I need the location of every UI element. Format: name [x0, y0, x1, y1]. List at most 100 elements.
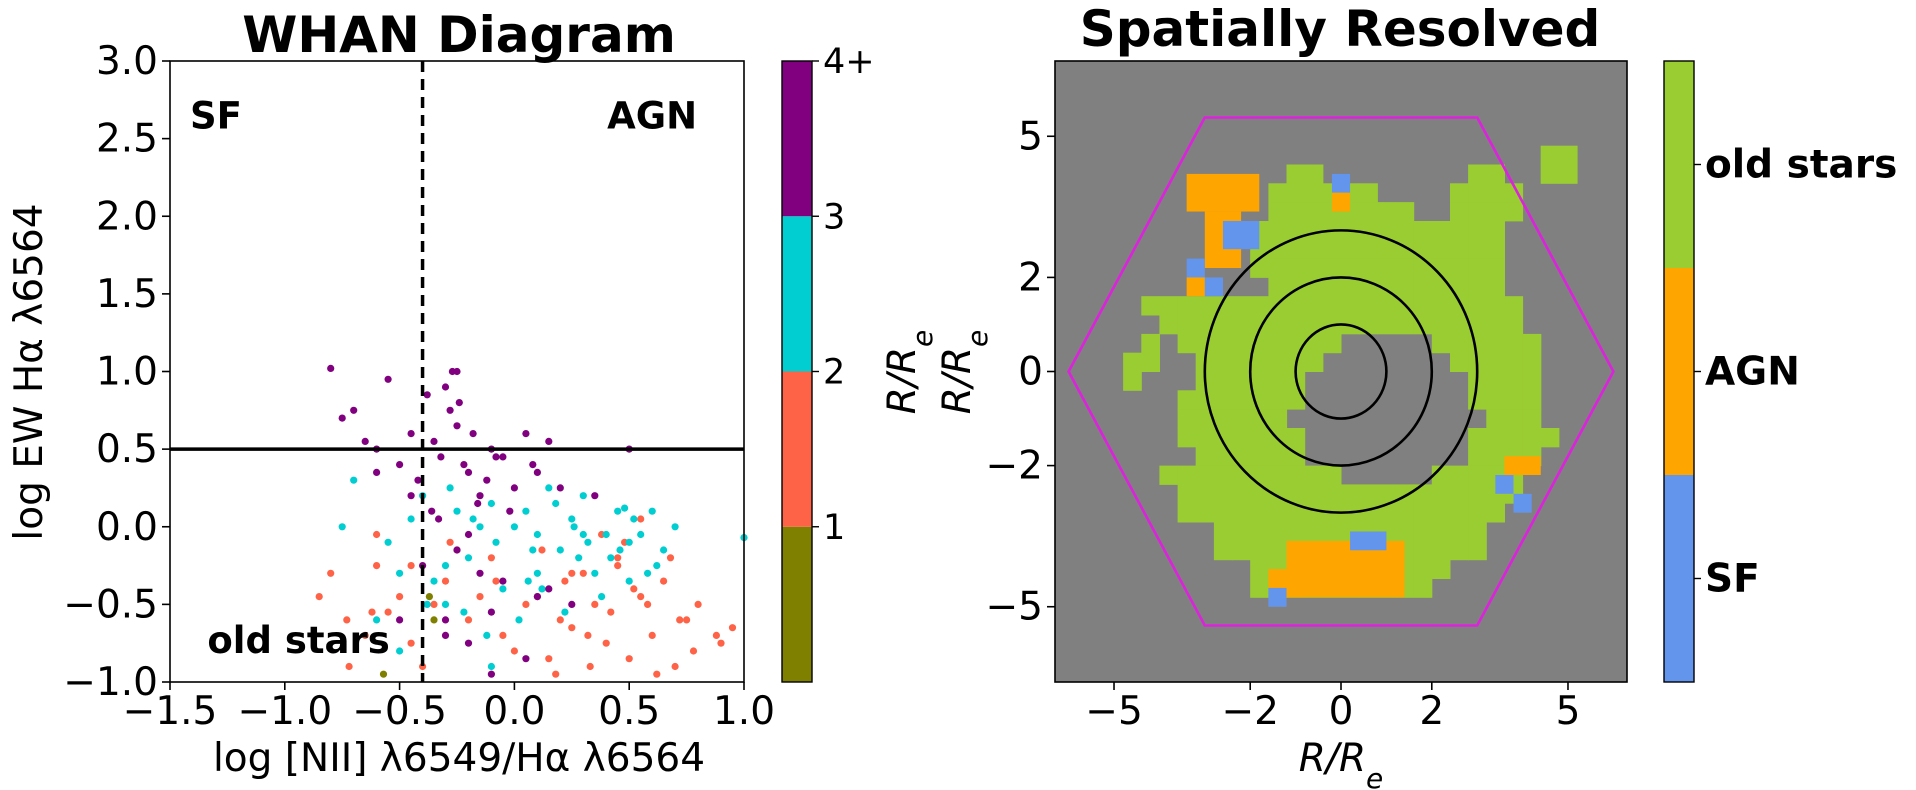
- map-cell: [1413, 503, 1433, 523]
- scatter-point: [522, 655, 530, 663]
- map-cell: [1359, 296, 1378, 316]
- map-cell: [1213, 333, 1233, 354]
- map-cell: [1213, 484, 1233, 504]
- map-cell: [1413, 239, 1433, 260]
- effective-radius-ellipse: [1203, 229, 1479, 514]
- map-cell: [1304, 484, 1324, 504]
- map-cell: [1413, 578, 1433, 598]
- map-cell: [1450, 315, 1469, 335]
- scatter-point: [499, 631, 507, 640]
- map-cell: [1486, 446, 1505, 467]
- map-cell: [1195, 409, 1215, 429]
- map-cell: [1186, 277, 1205, 297]
- map-cell: [1268, 587, 1287, 607]
- whan-x-ticks: −1.5 −1.0 −0.5 0.0 0.5 1.0: [123, 682, 775, 734]
- map-cell: [1250, 503, 1269, 523]
- map-cell: [1504, 390, 1524, 410]
- map-cell: [1413, 296, 1433, 316]
- map-cell: [1377, 258, 1396, 278]
- scatter-point: [453, 422, 461, 430]
- map-cell: [1450, 522, 1469, 542]
- y-tick-label: 2.0: [96, 194, 158, 239]
- map-cell: [1268, 409, 1288, 429]
- scatter-point: [614, 507, 622, 515]
- map-cell: [1486, 371, 1505, 391]
- map-cell: [1468, 522, 1487, 542]
- map-cell: [1304, 333, 1324, 354]
- map-cell: [1268, 333, 1288, 354]
- scatter-point: [671, 523, 679, 531]
- map-cell: [1468, 428, 1487, 448]
- map-cell: [1468, 277, 1487, 297]
- map-cell: [1504, 183, 1524, 203]
- scatter-point: [630, 515, 638, 523]
- map-cell: [1286, 164, 1306, 184]
- map-cell: [1268, 540, 1288, 561]
- scatter-point: [455, 399, 463, 407]
- scatter-point: [407, 430, 415, 438]
- map-cell: [1468, 164, 1487, 184]
- scatter-point: [446, 484, 454, 492]
- scatter-point: [533, 530, 542, 539]
- scatter-point: [379, 670, 388, 678]
- region-label-sf: SF: [190, 94, 242, 137]
- map-cell: [1431, 333, 1451, 354]
- map-cell: [1268, 390, 1288, 410]
- scatter-point: [368, 608, 376, 616]
- spatial-map-cells: [1123, 145, 1578, 607]
- spatial-x-ticks: −5 −2 0 2 5: [1085, 682, 1580, 734]
- map-cell: [1395, 315, 1415, 335]
- map-cell: [1177, 296, 1197, 316]
- scatter-point: [441, 577, 450, 585]
- colorbar-tick-label: 4+: [823, 42, 875, 82]
- map-cell: [1186, 258, 1205, 278]
- map-cell: [1431, 315, 1451, 335]
- map-cell: [1486, 277, 1505, 297]
- map-cell: [1395, 277, 1415, 297]
- map-cell: [1286, 239, 1306, 260]
- scatter-point: [607, 554, 615, 562]
- map-cell: [1232, 315, 1251, 335]
- scatter-point: [522, 507, 530, 515]
- x-tick-label: −1.5: [123, 689, 218, 734]
- map-cell: [1468, 183, 1487, 203]
- scatter-point: [343, 616, 351, 624]
- map-cell: [1486, 164, 1505, 184]
- map-cell: [1468, 239, 1487, 260]
- map-cell: [1431, 522, 1451, 542]
- scatter-point: [556, 616, 564, 624]
- map-cell: [1232, 409, 1251, 429]
- map-cell: [1450, 484, 1469, 504]
- y-tick-label: −1.0: [63, 660, 158, 705]
- map-cell: [1377, 315, 1396, 335]
- scatter-point: [396, 461, 404, 469]
- map-cell: [1232, 540, 1251, 561]
- scatter-point: [625, 538, 633, 546]
- scatter-point: [625, 577, 633, 585]
- map-cell: [1468, 484, 1487, 504]
- map-cell: [1322, 258, 1342, 278]
- scatter-point: [407, 515, 415, 523]
- map-cell: [1322, 522, 1342, 542]
- scatter-point: [441, 616, 450, 624]
- spatial-colorbar: SF AGN old stars: [1663, 60, 1897, 683]
- map-cell: [1322, 484, 1342, 504]
- scatter-point: [435, 515, 443, 523]
- map-cell: [1286, 296, 1306, 316]
- map-cell: [1213, 352, 1233, 372]
- x-tick-label: −0.5: [352, 689, 447, 734]
- map-cell: [1522, 352, 1542, 372]
- map-cell: [1304, 503, 1324, 523]
- map-cell: [1450, 221, 1469, 241]
- scatter-point: [529, 546, 537, 554]
- map-cell: [1232, 296, 1251, 316]
- map-cell: [1286, 428, 1306, 448]
- map-cell: [1250, 428, 1269, 448]
- effective-radius-ellipse: [1248, 276, 1434, 467]
- scatter-point: [625, 655, 633, 663]
- scatter-point: [327, 569, 335, 577]
- map-cell: [1250, 352, 1269, 372]
- map-cell: [1413, 540, 1433, 561]
- scatter-point: [575, 554, 583, 562]
